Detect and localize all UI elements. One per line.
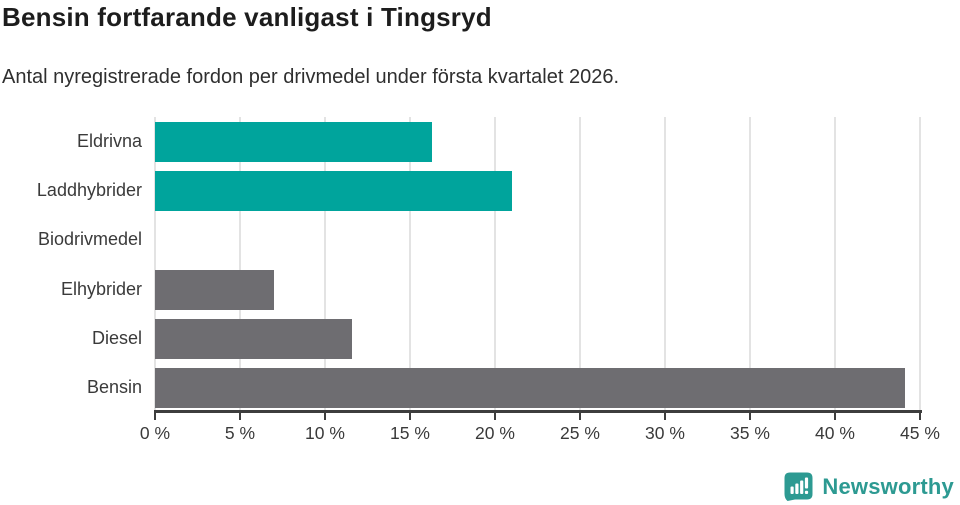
axis-tick [834, 413, 836, 420]
page-title: Bensin fortfarande vanligast i Tingsryd [2, 2, 492, 32]
bar-bensin [155, 367, 905, 408]
x-tick-label: 25 % [560, 423, 600, 443]
gridline [154, 117, 156, 412]
category-label-eldrivna: Eldrivna [76, 131, 142, 151]
x-tick-label: 20 % [475, 423, 515, 443]
newsworthy-logo-text: Newsworthy [822, 473, 954, 499]
x-axis-line [154, 410, 922, 413]
axis-tick [494, 413, 496, 420]
axis-tick [919, 413, 921, 420]
gridline [239, 117, 241, 412]
x-tick-label: 15 % [390, 423, 430, 443]
gridline [834, 117, 836, 412]
newsworthy-logo-link[interactable]: Newsworthy [783, 471, 954, 502]
axis-tick [749, 413, 751, 420]
axis-tick [579, 413, 581, 420]
gridline [324, 117, 326, 412]
axis-tick [154, 413, 156, 420]
axis-tick [664, 413, 666, 420]
category-label-diesel: Diesel [91, 327, 142, 348]
bar-row: Diesel [92, 314, 920, 363]
bar-row: Bensin [87, 363, 920, 412]
category-label-biodrivmedel: Biodrivmedel [37, 229, 142, 250]
category-label-laddhybrider: Laddhybrider [36, 180, 142, 201]
plot-area: Eldrivna Laddhybrider Biodrivmedel Elhybrid… [37, 117, 921, 412]
gridline [749, 117, 751, 412]
x-tick-label: 0 % [139, 423, 171, 443]
x-tick-label: 30 % [645, 423, 685, 443]
gridline [579, 117, 581, 412]
axis-tick [409, 413, 411, 420]
bar-diesel [155, 318, 353, 359]
axis-tick [324, 413, 326, 420]
bar-elhybrider [155, 269, 274, 310]
gridline [664, 117, 666, 412]
bar-row: Eldrivna [77, 117, 920, 166]
bar-row: Elhybrider [61, 265, 920, 314]
category-label-bensin: Bensin [86, 376, 142, 397]
x-tick-label: 35 % [730, 423, 770, 443]
x-tick-label: 5 % [224, 423, 256, 443]
x-tick-label: 45 % [900, 423, 940, 443]
bar-eldrivna [155, 122, 433, 162]
bar-row: Biodrivmedel [38, 215, 920, 264]
gridline [494, 117, 496, 412]
newsworthy-speech-bubble-chart-icon [783, 471, 814, 502]
gridline [409, 117, 411, 412]
x-tick-label: 10 % [305, 423, 345, 443]
category-label-elhybrider: Elhybrider [60, 278, 142, 299]
bar-laddhybrider [155, 171, 512, 212]
axis-tick [239, 413, 241, 420]
x-tick-label: 40 % [815, 423, 855, 443]
bar-row: Laddhybrider [37, 166, 920, 215]
chart-subtitle: Antal nyregistrerade fordon per drivmede… [2, 66, 620, 88]
gridline [919, 117, 921, 412]
